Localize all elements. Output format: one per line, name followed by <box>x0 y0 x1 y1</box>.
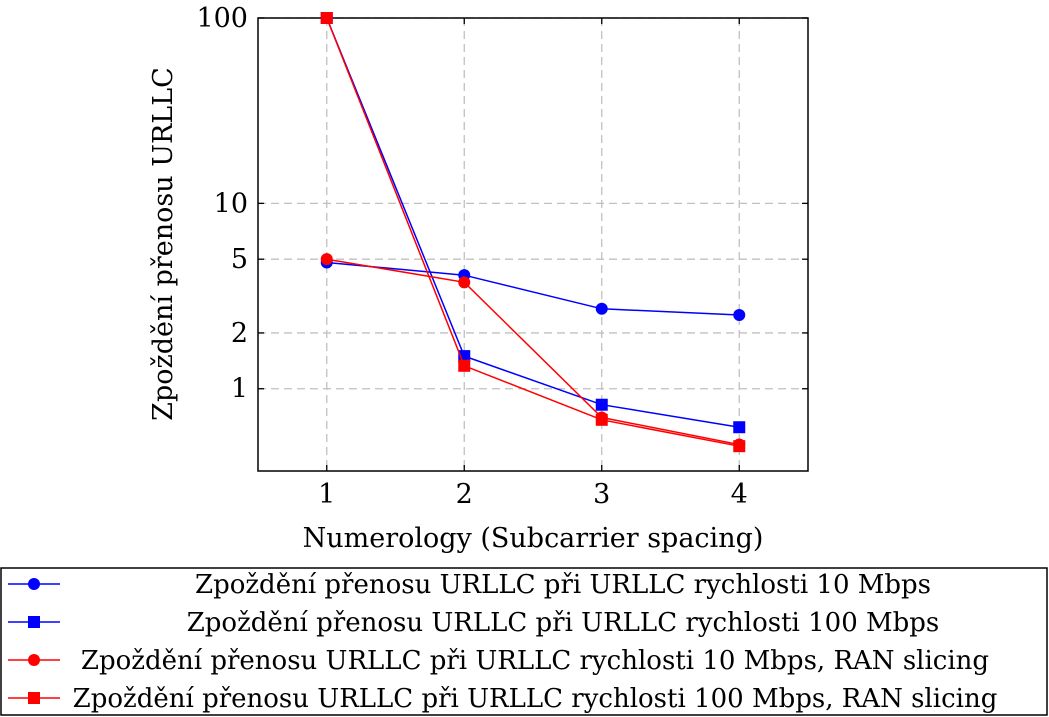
data-point-s3-x1 <box>320 253 333 266</box>
series <box>320 12 746 453</box>
x-tick-label: 4 <box>731 479 748 510</box>
legend-marker-1 <box>28 578 40 590</box>
data-point-s4-x1 <box>320 12 333 24</box>
series-line-4 <box>326 17 740 447</box>
legend-label-1: Zpoždění přenosu URLLC při URLLC rychlos… <box>195 570 931 600</box>
y-tick-label: 1 <box>231 374 248 405</box>
legend-marker-4 <box>28 692 40 704</box>
x-tick-label: 3 <box>593 479 610 510</box>
series-line-3 <box>326 258 740 446</box>
data-point-s4-x2 <box>458 359 471 372</box>
data-point-s3-x2 <box>458 276 471 289</box>
data-point-s1-x4 <box>733 308 746 321</box>
y-tick-label: 2 <box>231 318 248 349</box>
data-point-s4-x3 <box>595 413 608 426</box>
x-tick-label: 1 <box>318 479 335 510</box>
y-tick-label: 100 <box>196 3 248 34</box>
data-point-s4-x4 <box>733 440 746 453</box>
axis-ticks: 1 2 3 4 1 2 5 10 100 <box>196 3 808 510</box>
plot-frame <box>257 17 809 472</box>
legend-box <box>0 567 1048 716</box>
legend-marker-3 <box>28 654 40 666</box>
grid <box>258 17 808 471</box>
data-point-s1-x3 <box>595 302 608 315</box>
y-tick-label: 5 <box>231 244 248 275</box>
legend: Zpoždění přenosu URLLC při URLLC rychlos… <box>0 567 1048 716</box>
series-line-1 <box>326 261 740 316</box>
data-point-s2-x4 <box>733 421 746 434</box>
x-tick-label: 2 <box>456 479 473 510</box>
y-axis-label: Zpoždění přenosu URLLC <box>148 67 179 421</box>
series-line-2 <box>326 17 740 428</box>
legend-marker-2 <box>28 616 40 628</box>
y-tick-label: 10 <box>214 188 248 219</box>
data-point-s2-x3 <box>595 398 608 411</box>
legend-label-2: Zpoždění přenosu URLLC při URLLC rychlos… <box>187 608 940 638</box>
legend-label-4: Zpoždění přenosu URLLC při URLLC rychlos… <box>73 684 998 714</box>
x-axis-label: Numerology (Subcarrier spacing) <box>303 523 764 554</box>
legend-label-3: Zpoždění přenosu URLLC při URLLC rychlos… <box>81 646 989 676</box>
